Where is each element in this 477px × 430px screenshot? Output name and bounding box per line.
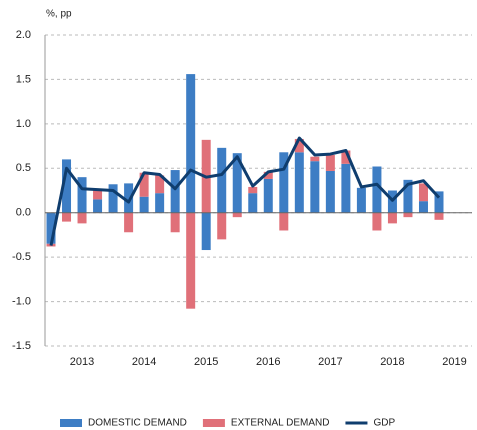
bar <box>294 152 304 213</box>
bar <box>124 183 134 213</box>
y-axis-label: %, pp <box>46 9 72 20</box>
bar <box>403 212 413 218</box>
bar <box>170 170 180 213</box>
bar <box>170 212 180 233</box>
y-tick-label: 0.0 <box>16 207 31 219</box>
x-tick-label: 2014 <box>132 356 156 368</box>
bar <box>232 153 242 213</box>
bar <box>341 163 351 213</box>
bar <box>155 175 165 194</box>
bar <box>341 150 351 164</box>
bar <box>387 212 397 224</box>
y-tick-label: 2.0 <box>16 29 31 41</box>
legend-label: GDP <box>373 418 395 429</box>
bar <box>294 138 304 153</box>
y-tick-label: -1.0 <box>12 295 31 307</box>
y-tick-label: -0.5 <box>12 251 31 263</box>
bar <box>108 184 118 213</box>
bar <box>77 212 87 224</box>
bar <box>186 212 196 309</box>
legend: DOMESTIC DEMAND EXTERNAL DEMAND GDP <box>60 418 395 429</box>
bar <box>93 199 103 213</box>
bar <box>248 193 258 213</box>
y-tick-label: -1.5 <box>12 340 31 352</box>
bar <box>93 190 103 200</box>
legend-swatch <box>202 419 225 427</box>
bar <box>62 212 72 222</box>
bar <box>418 201 428 213</box>
bar <box>403 179 413 213</box>
x-tick-label: 2013 <box>70 356 94 368</box>
bar <box>139 172 149 197</box>
bar <box>325 154 335 171</box>
bar <box>217 212 227 240</box>
bar <box>279 152 289 213</box>
bar <box>77 177 87 213</box>
legend-swatch <box>60 419 82 427</box>
bar <box>418 183 428 202</box>
x-tick-label: 2017 <box>318 356 342 368</box>
bar <box>46 212 56 244</box>
bar <box>310 161 320 213</box>
bar <box>434 212 444 220</box>
x-tick-label: 2019 <box>442 356 466 368</box>
legend-label: DOMESTIC DEMAND <box>88 418 187 429</box>
y-tick-label: 1.0 <box>16 118 31 130</box>
bar <box>434 191 444 213</box>
y-tick-label: 1.5 <box>16 73 31 85</box>
bar <box>263 178 273 213</box>
bar <box>325 170 335 213</box>
bar <box>372 212 382 231</box>
bar <box>124 212 134 233</box>
bar <box>217 147 227 213</box>
bar <box>155 193 165 213</box>
y-tick-label: 0.5 <box>16 162 31 174</box>
legend-label: EXTERNAL DEMAND <box>231 418 330 429</box>
bar <box>279 212 289 231</box>
x-tick-label: 2015 <box>194 356 218 368</box>
bar <box>372 166 382 213</box>
x-tick-label: 2018 <box>380 356 404 368</box>
bar <box>263 171 273 179</box>
bar <box>356 187 366 213</box>
x-tick-label: 2016 <box>256 356 280 368</box>
bar <box>201 212 211 251</box>
bar <box>232 212 242 218</box>
bar <box>186 74 196 213</box>
bar <box>62 159 72 213</box>
gdp-line <box>49 136 441 246</box>
bar <box>248 186 258 194</box>
bar <box>139 196 149 213</box>
bar <box>310 156 320 162</box>
